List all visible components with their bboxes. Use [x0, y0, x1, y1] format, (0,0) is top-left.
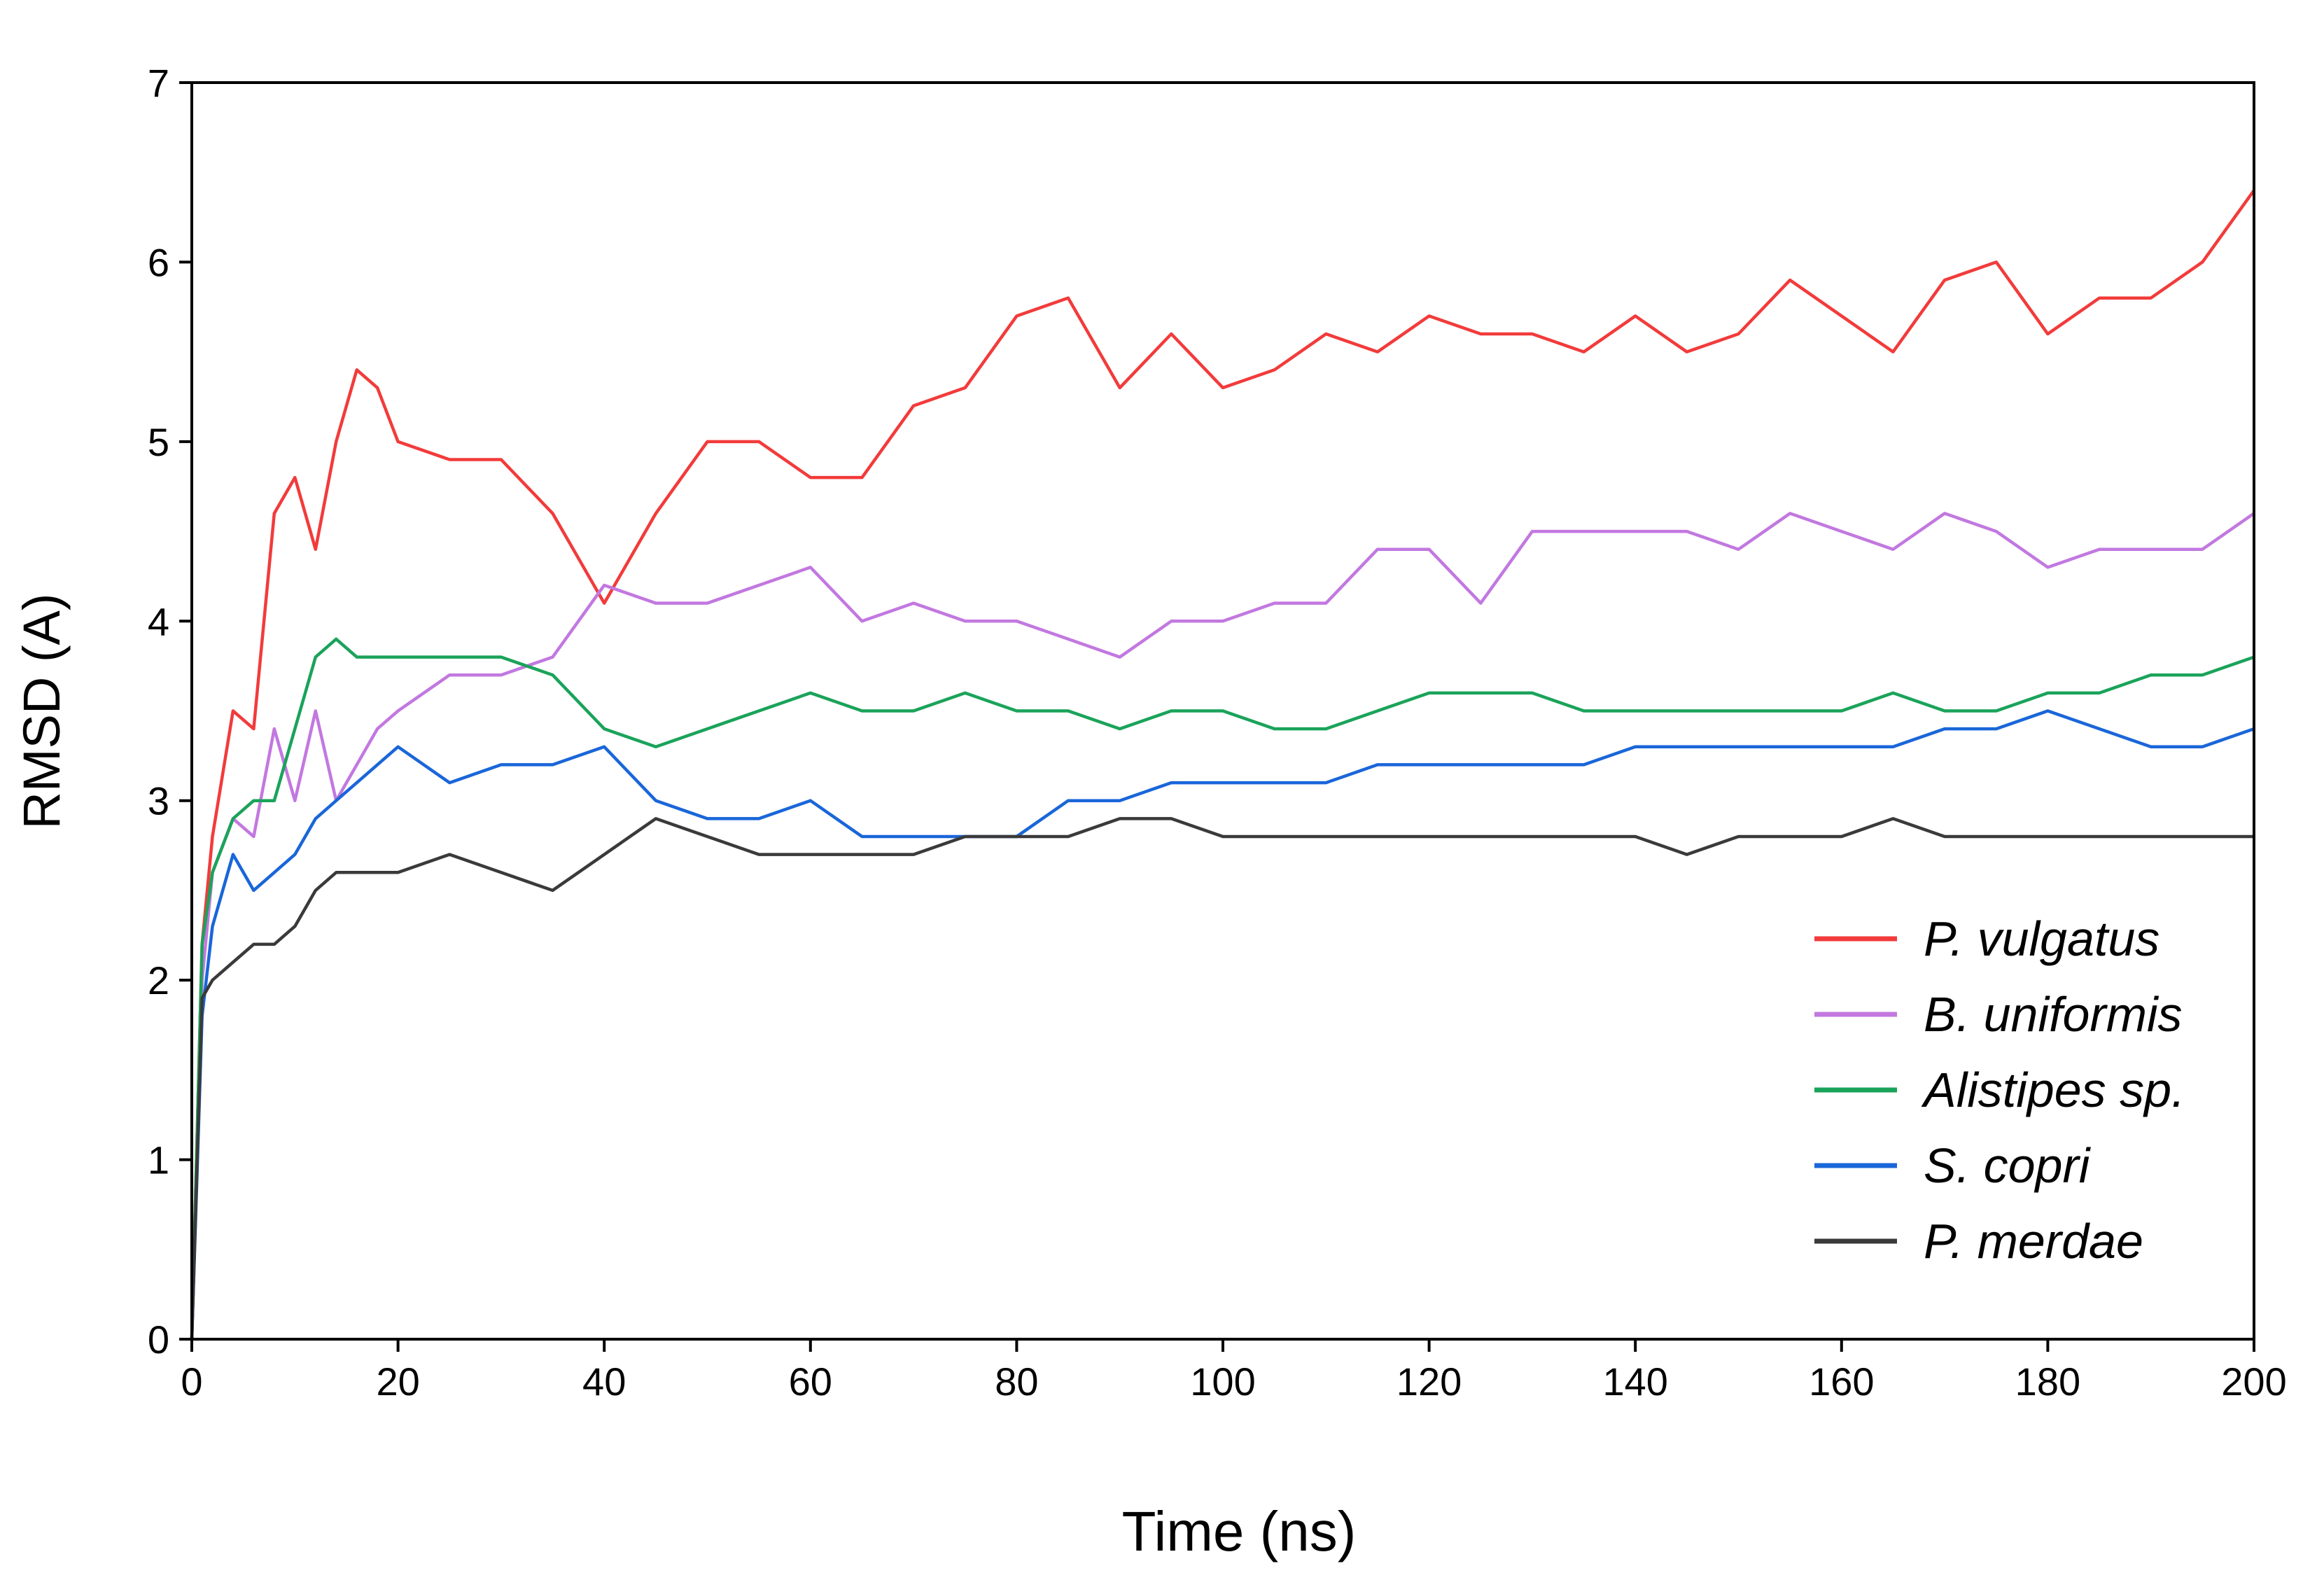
x-tick-label: 80 — [995, 1359, 1038, 1404]
y-tick-label: 0 — [148, 1317, 169, 1362]
legend-label: Alistipes sp. — [1921, 1063, 2185, 1117]
legend-label: S. copri — [1924, 1138, 2092, 1193]
y-axis-label: RMSD (A) — [13, 593, 71, 829]
x-axis-label: Time (ns) — [1122, 1500, 1357, 1562]
series-line — [190, 709, 2255, 1340]
series-line — [190, 637, 2255, 1340]
x-tick-label: 20 — [376, 1359, 419, 1404]
legend-label: P. merdae — [1924, 1214, 2143, 1268]
legend-label: P. vulgatus — [1924, 911, 2160, 966]
y-tick-label: 6 — [148, 240, 169, 284]
x-tick-label: 200 — [2221, 1359, 2286, 1404]
x-tick-label: 140 — [1602, 1359, 1667, 1404]
x-tick-label: 120 — [1396, 1359, 1462, 1404]
legend-label: B. uniformis — [1924, 987, 2183, 1042]
y-tick-label: 7 — [148, 61, 169, 105]
series-line — [190, 817, 2254, 1340]
y-tick-label: 3 — [148, 779, 169, 823]
y-tick-label: 4 — [148, 599, 169, 643]
x-tick-label: 100 — [1190, 1359, 1255, 1404]
y-tick-label: 5 — [148, 420, 169, 464]
x-tick-label: 0 — [181, 1359, 202, 1404]
x-tick-label: 60 — [789, 1359, 832, 1404]
x-tick-label: 40 — [582, 1359, 626, 1404]
series-line — [190, 512, 2255, 1340]
y-tick-label: 2 — [148, 958, 169, 1002]
y-tick-label: 1 — [148, 1138, 169, 1182]
series-line — [190, 189, 2255, 1340]
x-tick-label: 180 — [2015, 1359, 2080, 1404]
x-tick-label: 160 — [1809, 1359, 1874, 1404]
